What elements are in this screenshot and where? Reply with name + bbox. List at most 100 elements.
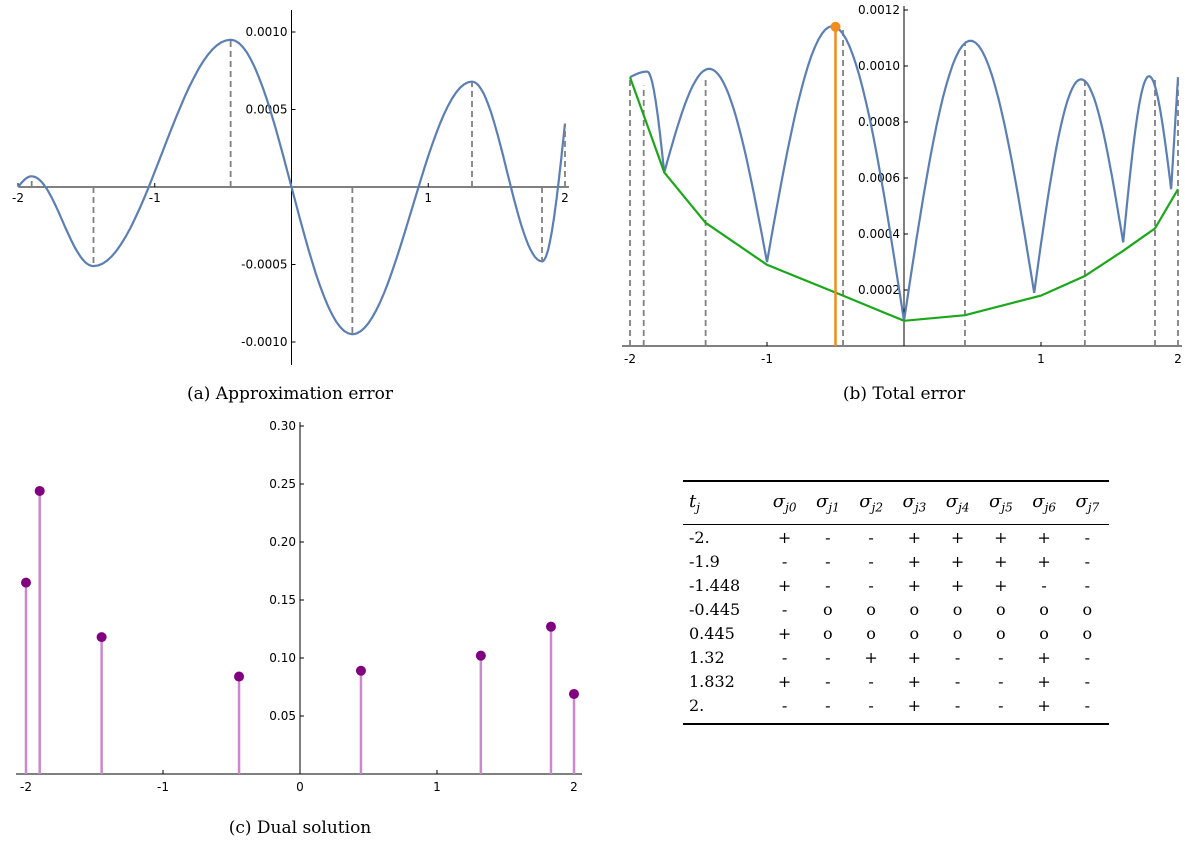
y-tick-label: 0.25 — [269, 477, 296, 491]
y-tick-label: 0.0004 — [858, 227, 900, 241]
cell-signature: + — [907, 671, 922, 691]
header-t: tj — [689, 491, 700, 515]
cell-signature: - — [781, 647, 788, 667]
cell-t-value: 1.32 — [689, 647, 725, 667]
cell-signature: + — [994, 527, 1008, 547]
header-sigma-4: σj4 — [945, 491, 970, 515]
table-row: -2. + - - + + + + - — [683, 525, 1109, 549]
points-signatures-table: tj σj0 σj1 σj2 σj3 σj4 σj5 σj6 σj7 -2. + -… — [683, 480, 1109, 725]
header-sigma-1: σj1 — [816, 491, 840, 515]
table-row: -1.448 + - - + + + - - — [683, 573, 1109, 597]
cell-signature: o — [996, 623, 1006, 643]
dual-solution-plot: -2 -1 0 1 2 0.05 0.10 0.15 0.20 0.25 0.30 — [16, 419, 582, 794]
x-tick-label: -2 — [624, 352, 636, 366]
y-tick-label: 0.0005 — [246, 103, 288, 117]
y-tick-label: 0.0012 — [858, 3, 900, 17]
caption-b: (b) Total error — [842, 384, 966, 404]
cell-signature: - — [1084, 647, 1091, 667]
cell-signature: - — [1084, 671, 1091, 691]
x-tick-label: 2 — [561, 191, 569, 205]
cell-t-value: 0.445 — [689, 623, 735, 643]
cell-t-value: -2. — [689, 527, 710, 547]
cell-signature: + — [907, 647, 922, 667]
cell-t-value: -1.448 — [689, 575, 741, 595]
x-tick-label: 2 — [1174, 352, 1182, 366]
cell-signature: - — [868, 695, 874, 715]
cell-signature: - — [825, 551, 831, 571]
cell-signature: + — [777, 623, 792, 643]
cell-signature: + — [994, 551, 1008, 571]
cell-signature: + — [950, 575, 965, 595]
cell-signature: + — [1037, 695, 1051, 715]
header-sigma-2: σj2 — [859, 491, 883, 515]
table-body: -2. + - - + + + + - -1.9- - - + + + + - -1.448 + - - + + + - - -0.… — [683, 525, 1109, 717]
dual-point — [355, 665, 366, 676]
dual-point — [569, 688, 579, 699]
y-tick-label: -0.0010 — [241, 335, 287, 349]
cell-signature: - — [825, 527, 831, 547]
header-sigma-0: σj0 — [772, 491, 797, 515]
cell-t-value: -1.9 — [689, 551, 720, 571]
y-tick-label: 0.0002 — [858, 283, 900, 297]
dual-point — [96, 632, 107, 643]
cell-signature: + — [907, 575, 922, 595]
cell-signature: - — [825, 671, 831, 691]
caption-c: (c) Dual solution — [228, 818, 372, 838]
cell-signature: + — [1037, 551, 1051, 571]
cell-signature: - — [868, 671, 874, 691]
x-tick-label: -2 — [20, 780, 32, 794]
x-tick-label: -1 — [149, 191, 161, 205]
cell-signature: - — [954, 671, 961, 691]
cell-signature: - — [998, 695, 1004, 715]
table-top-rule — [683, 480, 1109, 482]
total-error-plot: -2 -1 1 2 0.0002 0.0004 0.0006 0.0008 0.0010 0.00… — [622, 3, 1182, 366]
cell-signature: o — [952, 623, 963, 643]
cell-signature: o — [952, 599, 963, 619]
dual-point — [475, 650, 486, 661]
cell-signature: + — [907, 527, 922, 547]
x-tick-label: -2 — [12, 191, 24, 205]
cell-signature: - — [781, 695, 788, 715]
y-tick-label: 0.0010 — [858, 59, 900, 73]
x-tick-label: 1 — [433, 780, 441, 794]
dual-point — [21, 577, 31, 588]
dual-point — [545, 621, 556, 632]
header-sigma-7: σj7 — [1075, 491, 1100, 515]
cell-signature: - — [781, 551, 788, 571]
highlight-point — [830, 21, 841, 32]
approximation-error-plot: -2 -1 1 2 0.0010 0.0005 -0.0005 -0.0010 — [12, 10, 569, 365]
cell-signature: - — [1084, 527, 1091, 547]
y-tick-label: 0.20 — [269, 535, 296, 549]
table-row: 2. - - - + - - + - — [683, 693, 1109, 717]
cell-signature: + — [1037, 671, 1051, 691]
x-tick-label: 0 — [296, 780, 304, 794]
dual-point — [34, 485, 45, 496]
cell-signature: + — [994, 575, 1008, 595]
cell-t-value: 2. — [689, 695, 705, 715]
cell-signature: + — [777, 671, 792, 691]
x-tick-label: -1 — [157, 780, 169, 794]
header-sigma-6: σj6 — [1032, 491, 1056, 515]
cell-signature: + — [950, 551, 965, 571]
cell-signature: + — [1037, 647, 1051, 667]
caption-a: (a) Approximation error — [186, 384, 394, 404]
cell-signature: + — [1037, 527, 1051, 547]
cell-signature: o — [1082, 623, 1093, 643]
y-tick-label: -0.0005 — [241, 258, 287, 272]
y-tick-label: 0.0006 — [858, 171, 900, 185]
cell-signature: - — [1041, 575, 1047, 595]
y-tick-label: 0.0010 — [246, 25, 288, 39]
cell-signature: o — [1039, 599, 1049, 619]
cell-signature: o — [1082, 599, 1093, 619]
cell-signature: + — [777, 527, 792, 547]
cell-signature: o — [823, 599, 833, 619]
cell-signature: o — [909, 623, 920, 643]
cell-signature: - — [954, 647, 961, 667]
cell-signature: - — [825, 575, 831, 595]
cell-signature: o — [866, 599, 876, 619]
x-tick-label: 2 — [570, 780, 578, 794]
cell-signature: + — [777, 575, 792, 595]
cell-signature: - — [825, 695, 831, 715]
table-header-row: tj σj0 σj1 σj2 σj3 σj4 σj5 σj6 σj7 — [683, 482, 1109, 524]
cell-signature: + — [907, 551, 922, 571]
